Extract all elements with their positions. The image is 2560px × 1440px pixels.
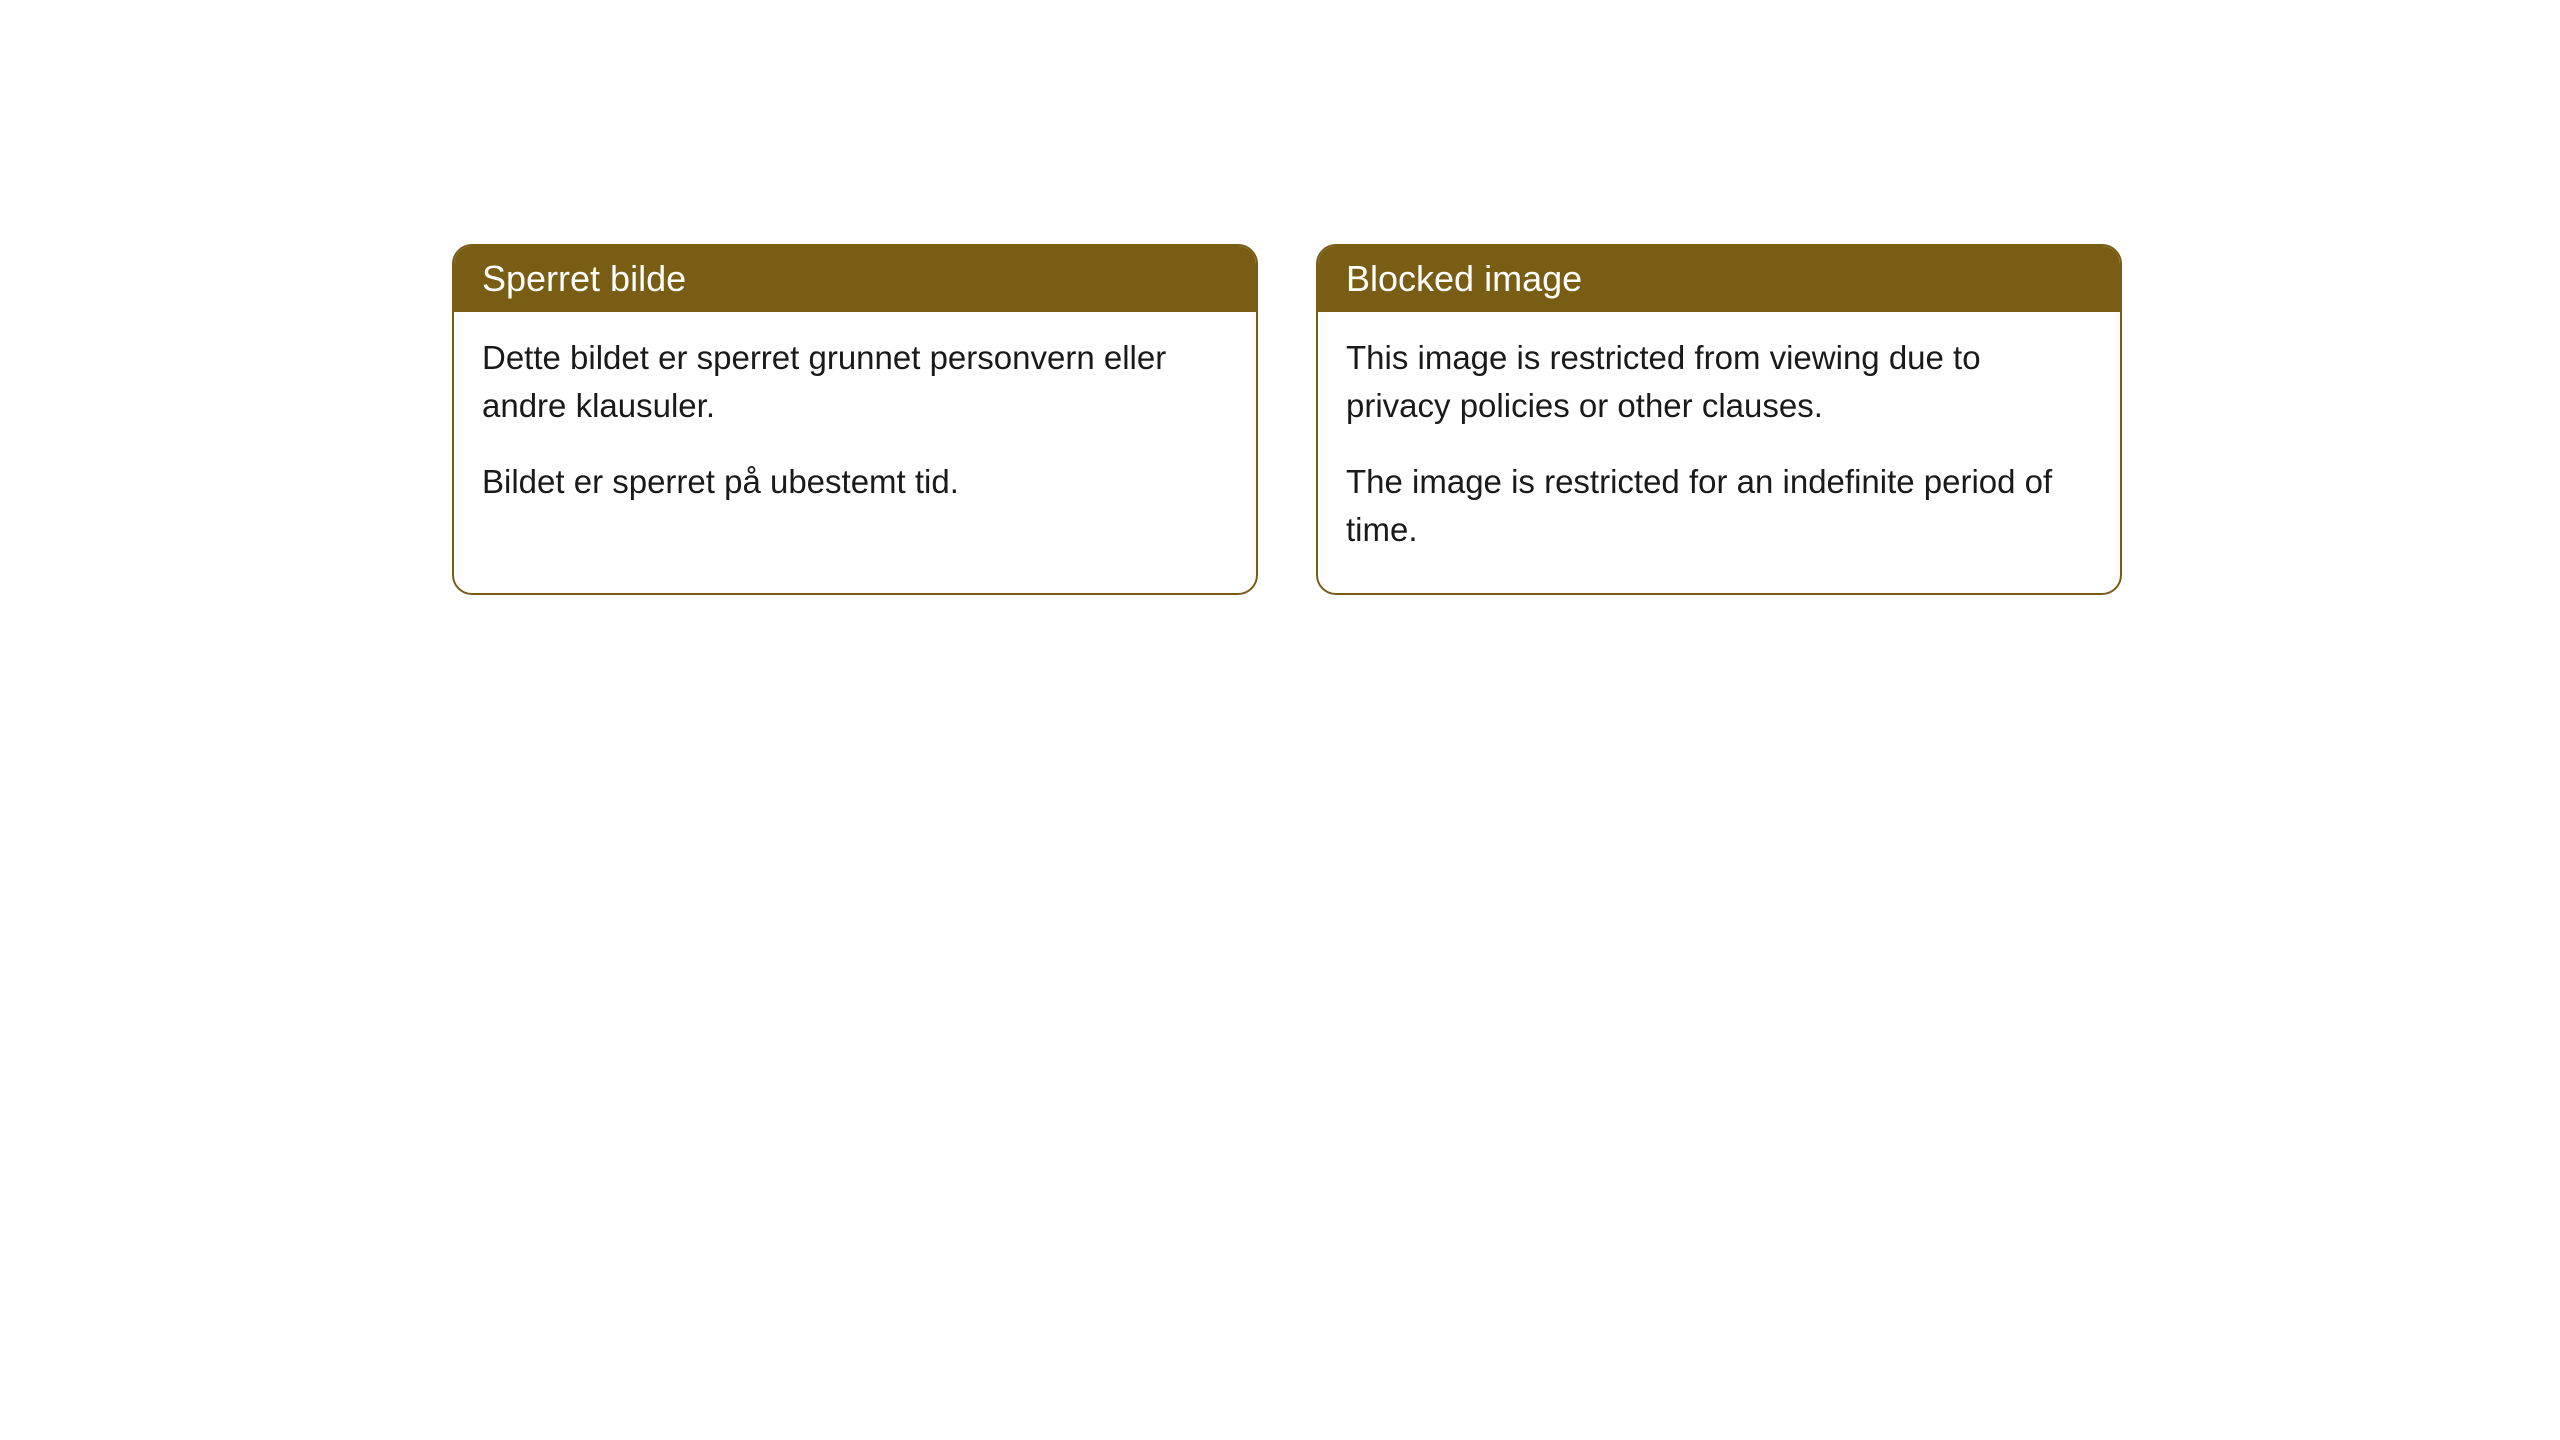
notice-header-english: Blocked image xyxy=(1318,246,2120,312)
notice-header-norwegian: Sperret bilde xyxy=(454,246,1256,312)
notice-paragraph: Bildet er sperret på ubestemt tid. xyxy=(482,458,1228,506)
notice-body-english: This image is restricted from viewing du… xyxy=(1318,312,2120,593)
notice-paragraph: This image is restricted from viewing du… xyxy=(1346,334,2092,430)
notice-paragraph: The image is restricted for an indefinit… xyxy=(1346,458,2092,554)
notice-container: Sperret bilde Dette bildet er sperret gr… xyxy=(452,244,2122,595)
notice-body-norwegian: Dette bildet er sperret grunnet personve… xyxy=(454,312,1256,546)
notice-paragraph: Dette bildet er sperret grunnet personve… xyxy=(482,334,1228,430)
notice-card-english: Blocked image This image is restricted f… xyxy=(1316,244,2122,595)
notice-card-norwegian: Sperret bilde Dette bildet er sperret gr… xyxy=(452,244,1258,595)
